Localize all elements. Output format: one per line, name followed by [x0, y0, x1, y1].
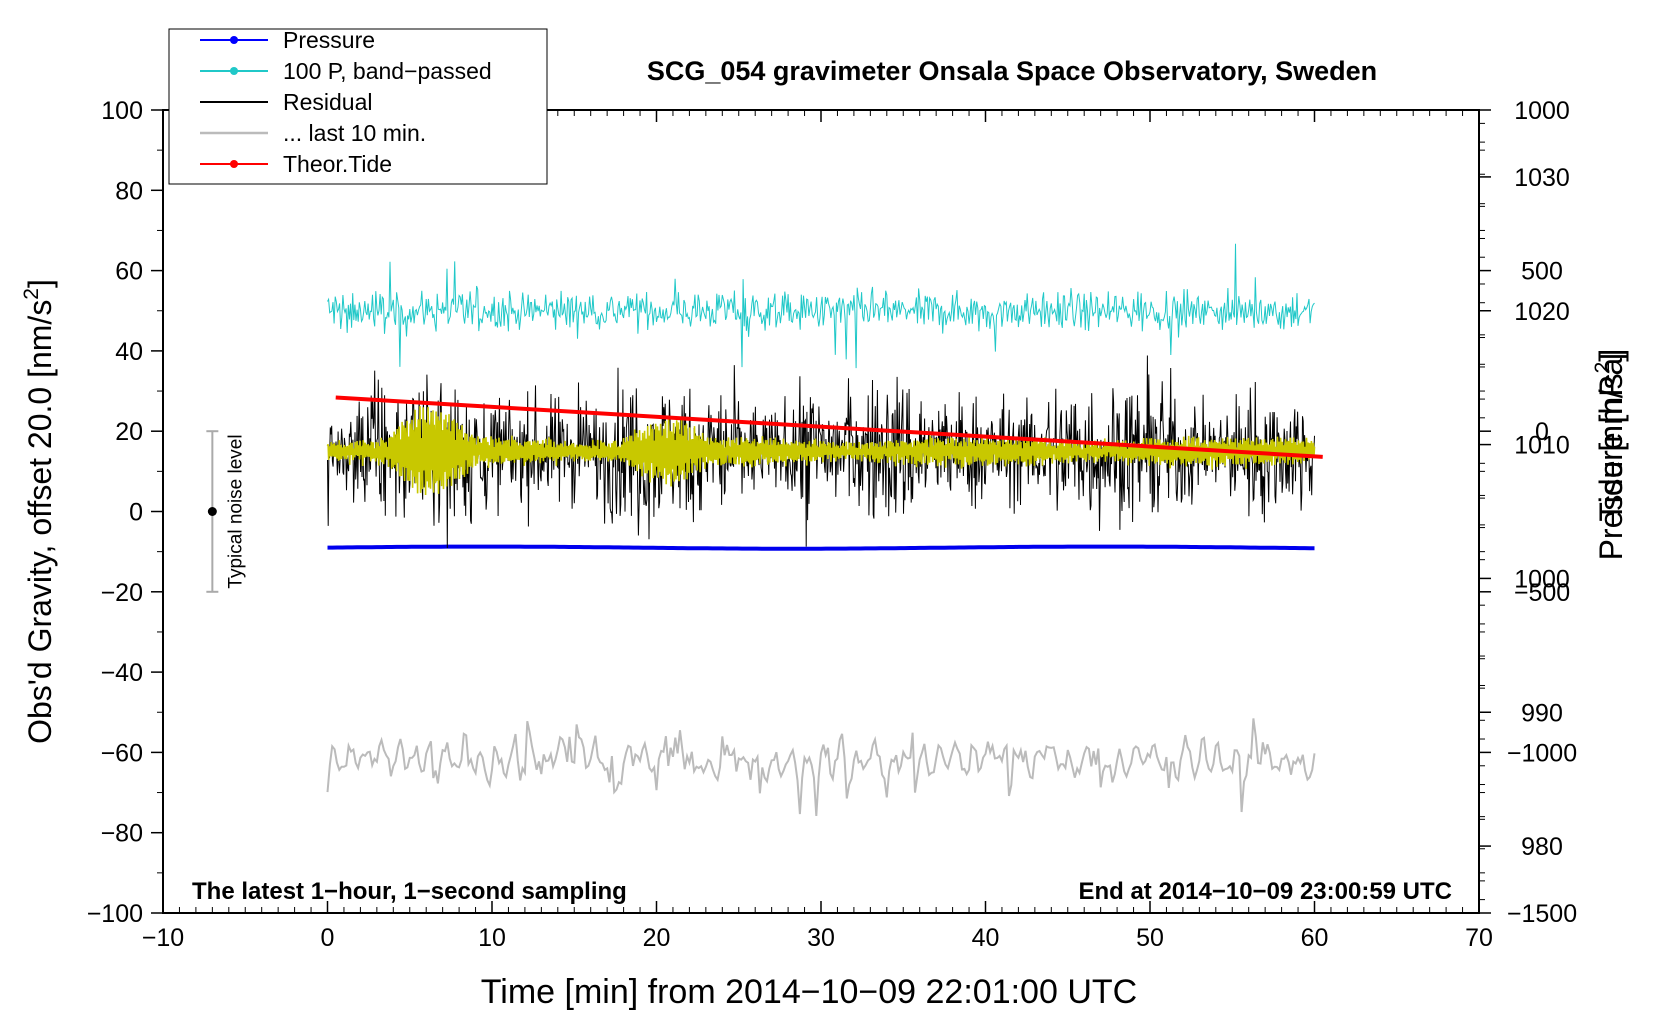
tide-tick-label: 0: [1535, 418, 1549, 446]
series-line-residual: [327, 355, 1315, 549]
series-residual-bandpassed: [326, 406, 1316, 496]
tide-axis-label-sup: 2: [1591, 362, 1614, 374]
tide-tick-label: −1000: [1507, 739, 1577, 767]
x-tick-label: 60: [1301, 924, 1329, 952]
x-axis-label: Time [min] from 2014−10−09 22:01:00 UTC: [481, 973, 1137, 1011]
tide-tick-label: −500: [1514, 579, 1570, 607]
legend-label: Pressure: [283, 27, 375, 53]
legend-box: [168, 28, 548, 185]
legend: Pressure 100 P, band−passed Residual ... la…: [168, 27, 548, 185]
noise-level-label: Typical noise level: [225, 434, 246, 588]
legend-marker: [230, 36, 238, 44]
noise-bar-point: [207, 507, 217, 516]
y-tick-label: −20: [101, 579, 143, 607]
y-axis-label-text: Obs'd Gravity, offset 20.0 [nm/s: [22, 300, 58, 744]
x-tick-label: 50: [1136, 924, 1164, 952]
x-tick-label: 40: [972, 924, 1000, 952]
y-axis-label: Obs'd Gravity, offset 20.0 [nm/s2]: [20, 279, 58, 744]
legend-label: Residual: [283, 89, 373, 115]
series-theor-tide: [335, 395, 1323, 459]
tide-tick-label: 500: [1521, 258, 1563, 286]
y-tick-label: 100: [101, 97, 143, 125]
tide-axis-label-end: ]: [1593, 353, 1629, 362]
x-tick-label: 30: [807, 924, 835, 952]
chart-title: SCG_054 gravimeter Onsala Space Observat…: [647, 56, 1377, 86]
x-tick-label: −10: [142, 924, 184, 952]
series-line-pressure: [327, 544, 1315, 551]
x-tick-label: 10: [478, 924, 506, 952]
y-tick-label: −80: [101, 820, 143, 848]
annotation-sampling: The latest 1−hour, 1−second sampling: [192, 878, 627, 905]
y-tick-label: 0: [129, 499, 143, 527]
pressure-tick-label: 990: [1521, 699, 1563, 727]
tide-tick-label: 1000: [1514, 97, 1570, 125]
pressure-tick-label: 980: [1521, 833, 1563, 861]
tide-tick-label: −1500: [1507, 900, 1577, 928]
plot-frame: [162, 109, 1480, 914]
series-bandpassed-pressure: [327, 243, 1315, 369]
x-tick-label: 0: [321, 924, 335, 952]
legend-marker: [230, 160, 238, 168]
legend-label: 100 P, band−passed: [283, 58, 492, 84]
series-line-residual-bandpassed: [326, 406, 1316, 496]
pressure-axis-label: Pressure [hPa]: [1593, 349, 1629, 561]
series-last-10-min: [326, 718, 1316, 816]
y-tick-label: 60: [115, 258, 143, 286]
annotation-end-time: End at 2014−10−09 23:00:59 UTC: [1078, 878, 1452, 905]
x-tick-label: 20: [643, 924, 671, 952]
y-axis-label-sup: 2: [20, 288, 43, 300]
tide-axis-label-text: Tide [nm/s: [1593, 373, 1629, 521]
pressure-tick-label: 1020: [1514, 298, 1570, 326]
legend-label: ... last 10 min.: [283, 120, 426, 146]
y-tick-label: 40: [115, 338, 143, 366]
noise-level-indicator: [206, 430, 219, 593]
legend-label: Theor.Tide: [283, 151, 392, 177]
pressure-tick-label: 1030: [1514, 164, 1570, 192]
y-tick-label: −40: [101, 659, 143, 687]
legend-marker: [230, 67, 238, 75]
y-tick-label: 20: [115, 418, 143, 446]
series-pressure: [327, 544, 1315, 551]
series-residual: [327, 355, 1315, 549]
y-tick-label: −60: [101, 739, 143, 767]
x-tick-label: 70: [1465, 924, 1493, 952]
pressure-tick-label: 1000: [1514, 565, 1570, 593]
series-line-theor-tide: [335, 395, 1323, 459]
series-line-last-10-min: [326, 718, 1316, 816]
y-tick-label: 80: [115, 177, 143, 205]
series-line-bandpassed-pressure: [327, 243, 1315, 369]
pressure-tick-label: 1010: [1514, 432, 1570, 460]
y-axis-label-end: ]: [22, 279, 58, 288]
tide-axis-label: Tide [nm/s2]: [1591, 353, 1629, 522]
y-tick-label: −100: [87, 900, 143, 928]
